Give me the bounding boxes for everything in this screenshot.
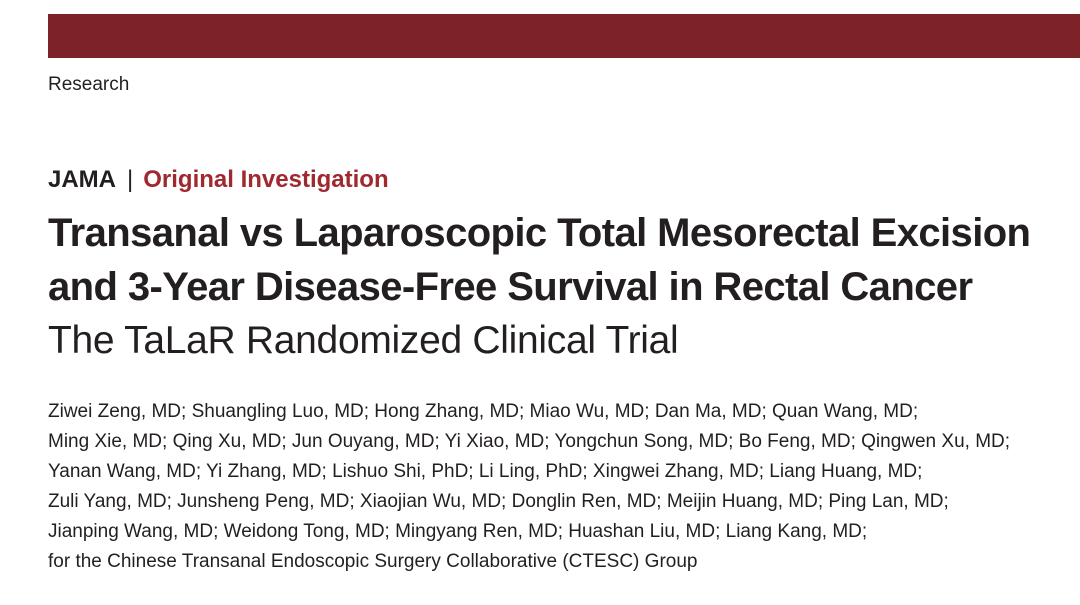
section-label: Research bbox=[48, 74, 130, 95]
title-line: and 3-Year Disease-Free Survival in Rect… bbox=[48, 265, 973, 309]
journal-line: JAMA | Original Investigation bbox=[48, 164, 389, 196]
author-line: Ming Xie, MD; Qing Xu, MD; Jun Ouyang, M… bbox=[48, 431, 1011, 452]
author-line: Jianping Wang, MD; Weidong Tong, MD; Min… bbox=[48, 521, 868, 542]
journal-separator: | bbox=[127, 166, 134, 193]
author-line: Yanan Wang, MD; Yi Zhang, MD; Lishuo Shi… bbox=[48, 461, 923, 482]
author-line: Zuli Yang, MD; Junsheng Peng, MD; Xiaoji… bbox=[48, 491, 949, 512]
article-title: Transanal vs Laparoscopic Total Mesorect… bbox=[48, 206, 1031, 314]
author-list: Ziwei Zeng, MD; Shuangling Luo, MD; Hong… bbox=[48, 397, 1010, 577]
title-line: Transanal vs Laparoscopic Total Mesorect… bbox=[48, 211, 1031, 255]
article-subtitle: The TaLaR Randomized Clinical Trial bbox=[48, 319, 679, 362]
journal-name: JAMA bbox=[48, 166, 117, 193]
author-line: Ziwei Zeng, MD; Shuangling Luo, MD; Hong… bbox=[48, 401, 919, 422]
article-type-label: Original Investigation bbox=[143, 166, 389, 193]
header-color-bar bbox=[48, 14, 1080, 58]
author-line: for the Chinese Transanal Endoscopic Sur… bbox=[48, 551, 698, 572]
